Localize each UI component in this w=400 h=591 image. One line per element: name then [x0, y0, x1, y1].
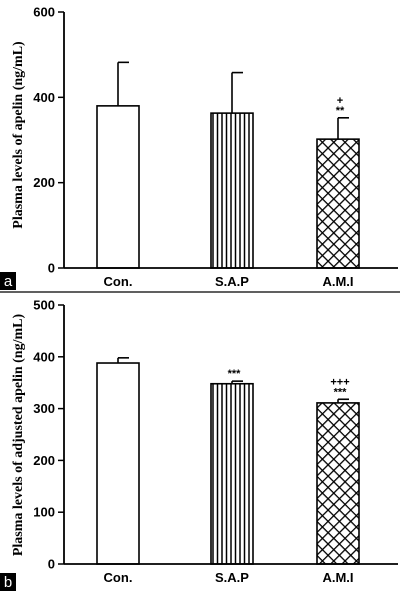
panel-a-category-label: Con.: [104, 274, 133, 289]
svg-text:b: b: [4, 574, 12, 591]
panel-b-ytick-label: 300: [33, 401, 55, 416]
panel-b-category-label: Con.: [104, 570, 133, 585]
panel-a-category-labels: Con. S.A.P A.M.I: [104, 274, 354, 289]
panel-b-ytick-label: 200: [33, 453, 55, 468]
panel-b-ytick-label: 500: [33, 298, 55, 313]
panel-a-annotations: **+: [336, 95, 345, 117]
panel-a-ytick-label: 200: [33, 175, 55, 190]
panel-b-ytick-label: 100: [33, 505, 55, 520]
panel-b-significance-label: ***: [228, 368, 242, 380]
panel-b-ytick-label: 400: [33, 349, 55, 364]
panel-b-category-label: S.A.P: [215, 570, 249, 585]
panel-a-significance-label: +: [337, 95, 343, 107]
panel-a-ytick-label: 0: [48, 261, 55, 276]
panel-a-chart: Plasma levels of apelin (ng/mL) 0 200 400 6…: [0, 5, 398, 290]
panel-b-tag: b: [0, 573, 16, 591]
panel-b-category-label: A.M.I: [322, 570, 353, 585]
panel-b-bar: [210, 382, 254, 565]
panel-a-ylabel: Plasma levels of apelin (ng/mL): [11, 41, 26, 229]
panel-a-bars: [96, 105, 360, 269]
panel-a-ytick-label: 600: [33, 5, 55, 20]
panel-b-category-labels: Con. S.A.P A.M.I: [104, 570, 354, 585]
panel-a-bar: [96, 105, 140, 269]
panel-b-significance-label: ***: [334, 386, 348, 398]
panel-a-significance-label: **: [336, 105, 345, 117]
panel-b-significance-label: +++: [330, 376, 349, 388]
panel-b-annotations: ******+++: [228, 368, 350, 398]
panel-b-bars: [96, 362, 360, 565]
panel-a-bar: [316, 138, 360, 269]
svg-text:a: a: [4, 273, 13, 290]
panel-b-error-bars: [117, 357, 349, 403]
panel-b-bar: [96, 362, 140, 565]
panel-b-chart: Plasma levels of adjusted apelin (ng/mL)…: [0, 298, 398, 591]
panel-a-yticks: 0 200 400 600: [33, 5, 64, 276]
panel-b-bar: [316, 402, 360, 565]
panel-b-yticks: 0 100 200 300 400 500: [33, 298, 64, 572]
panel-b-ylabel: Plasma levels of adjusted apelin (ng/mL): [11, 314, 26, 557]
panel-a-tag: a: [0, 272, 16, 290]
panel-a-category-label: S.A.P: [215, 274, 249, 289]
panel-b-ytick-label: 0: [48, 557, 55, 572]
panel-a-category-label: A.M.I: [322, 274, 353, 289]
panel-a-error-bars: [117, 61, 349, 140]
panel-a-bar: [210, 112, 254, 269]
panel-a-ytick-label: 400: [33, 90, 55, 105]
